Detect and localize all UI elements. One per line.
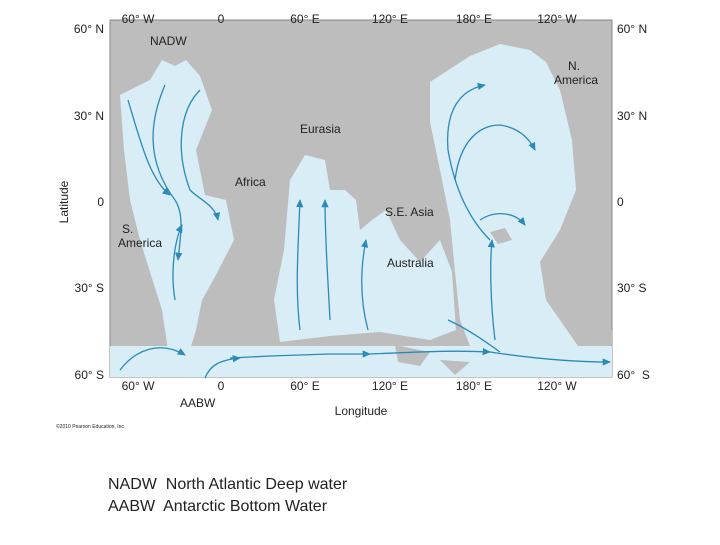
longitude-label: 60° E — [290, 12, 319, 26]
longitude-label: 60° W — [122, 12, 155, 26]
longitude-label: 120° W — [537, 379, 577, 393]
copyright: ©2010 Pearson Education, Inc. — [56, 423, 125, 430]
y-axis-title: Latitude — [57, 180, 71, 223]
x-axis-title: Longitude — [335, 404, 388, 418]
flow-arrow — [204, 355, 241, 379]
latitude-label: 60° N — [617, 22, 647, 36]
region-label: AABW — [180, 396, 216, 410]
legend-entry: NADW North Atlantic Deep water — [108, 476, 348, 493]
region-label: N. — [568, 59, 580, 73]
map — [109, 19, 613, 379]
region-label: America — [554, 73, 598, 87]
longitude-label: 180° E — [456, 379, 492, 393]
longitude-label: 120° E — [372, 12, 408, 26]
pacific-ocean — [430, 44, 578, 346]
flow-arrow — [296, 199, 304, 331]
longitude-label: 60° E — [290, 379, 319, 393]
latitude-label: 30° N — [74, 109, 104, 123]
flow-arrow — [119, 347, 186, 371]
latitude-label: 60° S — [617, 368, 650, 382]
flow-arrow — [487, 239, 496, 341]
region-label: Australia — [387, 256, 434, 270]
region-label: NADW — [150, 34, 187, 48]
southern-ocean — [110, 346, 612, 377]
longitude-label: 0 — [218, 379, 225, 393]
longitude-label: 120° E — [372, 379, 408, 393]
flow-arrow — [127, 99, 171, 196]
flow-arrow — [479, 213, 526, 226]
longitude-label: 60° W — [122, 379, 155, 393]
flow-arrow — [361, 239, 369, 331]
flow-arrow — [489, 351, 611, 366]
latitude-label: 0 — [97, 195, 104, 209]
flow-arrow — [447, 319, 501, 353]
right-labels: 60° N 30° N 0 30° S 60° S — [617, 22, 650, 382]
region-label: Eurasia — [300, 122, 341, 136]
latitude-label: 60° N — [74, 22, 104, 36]
bottom-labels: 60° W 0 60° E 120° E 180° E 120° W — [122, 379, 578, 393]
left-labels: 60° N 30° N 0 30° S 60° S — [74, 22, 104, 382]
flow-arrow — [229, 350, 371, 359]
latitude-label: 30° S — [617, 281, 646, 295]
legend-entry: AABW Antarctic Bottom Water — [108, 498, 328, 515]
region-label: America — [118, 236, 162, 250]
flow-arrow — [446, 82, 491, 241]
flow-arrow — [180, 89, 221, 221]
latitude-label: 60° S — [75, 368, 104, 382]
longitude-label: 120° W — [537, 12, 577, 26]
latitude-label: 30° N — [617, 109, 647, 123]
region-label: Africa — [235, 175, 266, 189]
region-label: S.E. Asia — [385, 205, 434, 219]
land — [395, 315, 612, 375]
longitude-label: 0 — [218, 12, 225, 26]
flow-arrow — [454, 124, 536, 181]
longitude-label: 180° E — [456, 12, 492, 26]
region-label: S. — [122, 222, 133, 236]
top-labels: 60° W 0 60° E 120° E 180° E 120° W — [122, 12, 578, 26]
region-labels: NADW AABW Eurasia Africa S.E. Asia Austr… — [118, 34, 598, 410]
flow-arrow — [172, 224, 183, 301]
flow-arrow — [321, 199, 331, 321]
flow-arrow — [369, 348, 491, 356]
latitude-label: 30° S — [75, 281, 104, 295]
land — [490, 228, 512, 244]
land — [228, 300, 275, 342]
latitude-label: 0 — [617, 195, 624, 209]
